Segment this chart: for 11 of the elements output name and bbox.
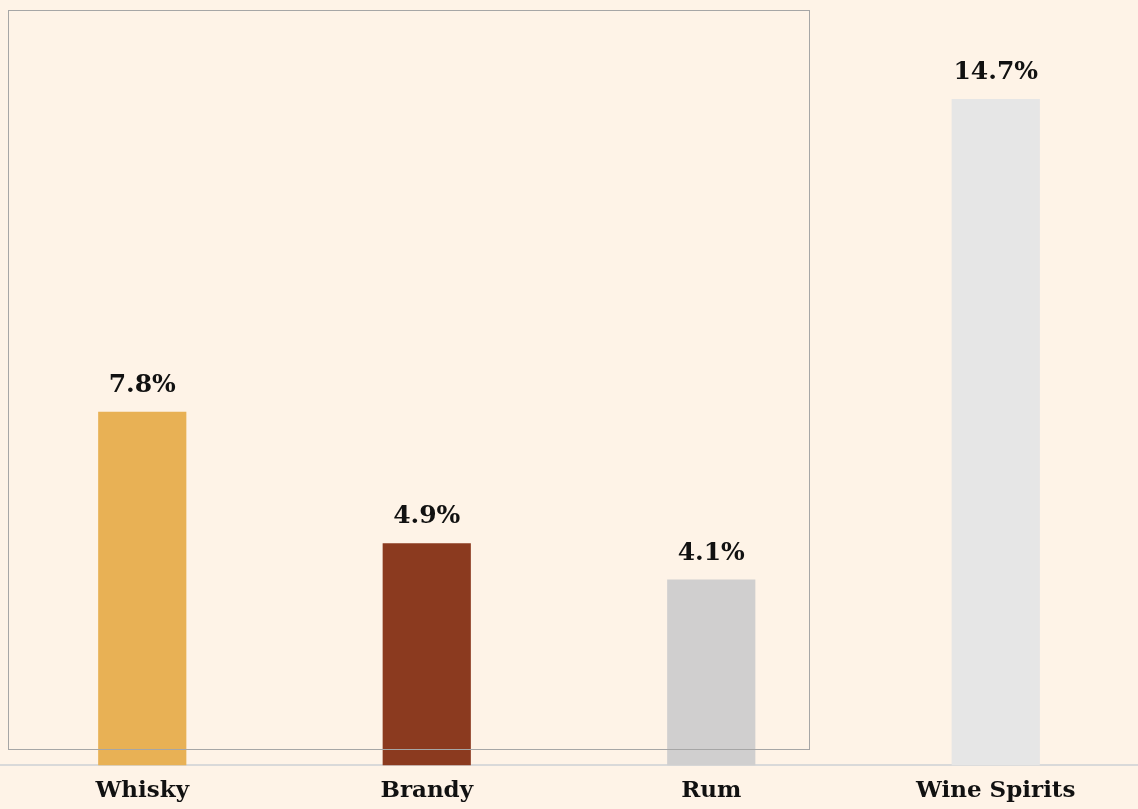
data-label: 7.8% xyxy=(108,368,177,398)
x-tick-label: Rum xyxy=(681,775,742,803)
x-tick-label: Wine Spirits xyxy=(915,775,1076,803)
bar xyxy=(382,543,471,766)
x-tick-label: Brandy xyxy=(380,775,474,803)
data-label: 4.1% xyxy=(677,536,746,566)
bar xyxy=(951,98,1040,766)
data-label: 4.9% xyxy=(393,500,461,530)
data-label: 14.7% xyxy=(953,55,1039,85)
bar xyxy=(98,411,187,766)
x-tick-label: Whisky xyxy=(94,775,190,803)
